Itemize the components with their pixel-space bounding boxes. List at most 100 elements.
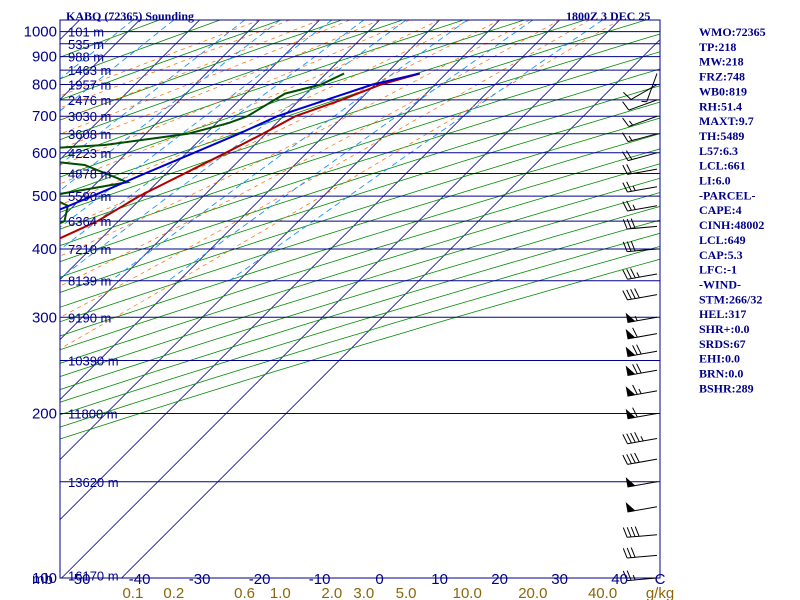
isotherm: [61, 20, 620, 578]
barb-staff: [630, 84, 658, 100]
barb-staff: [627, 152, 658, 162]
wind-barb: [622, 570, 658, 582]
barb-full: [622, 101, 630, 111]
pressure-tick-label: 400: [32, 241, 57, 258]
barb-full: [626, 547, 632, 558]
dry-adiabat: [60, 20, 586, 196]
temperature-tick-label: 40: [611, 571, 628, 588]
barb-full: [626, 433, 632, 444]
wind-barb: [622, 181, 658, 193]
index-item: STM:266/32: [699, 292, 762, 306]
height-label: 1463 m: [68, 63, 111, 78]
isotherm: [60, 20, 200, 161]
mixing-ratio-tick-label: 0.2: [163, 585, 184, 600]
dry-adiabat: [60, 20, 221, 80]
dry-adiabat: [60, 85, 660, 278]
wind-barb: [622, 99, 658, 111]
barb-staff: [627, 577, 658, 582]
index-item: LCL:649: [699, 233, 746, 247]
barb-half: [632, 185, 636, 191]
barb-full: [636, 363, 642, 374]
index-item: SRDS:67: [699, 337, 746, 351]
barb-staff: [627, 273, 658, 280]
barb-pennant: [625, 386, 636, 397]
height-label: 8139 m: [68, 274, 111, 289]
height-label: 7210 m: [68, 242, 111, 257]
index-item: FRZ:748: [699, 70, 745, 84]
wind-barb: [625, 312, 658, 323]
barb-full: [626, 570, 632, 581]
mixing-ratio-tick-label: 10.0: [453, 585, 482, 600]
index-item: CINH:48002: [699, 218, 764, 232]
index-item: BSHR:289: [699, 381, 754, 395]
mixing-ratio-line: [168, 20, 534, 282]
barb-staff: [627, 294, 658, 301]
mixing-ratio-line: [229, 20, 603, 282]
mixing-ratio-tick-label: 40.0: [588, 585, 617, 600]
barb-full: [632, 345, 638, 355]
temperature-tick-label: -50: [69, 571, 91, 588]
mixing-ratio-tick-label: 1.0: [270, 585, 291, 600]
wind-barb: [625, 407, 658, 420]
wind-barb: [622, 452, 658, 465]
height-label: 10390 m: [68, 354, 119, 369]
height-label: 2476 m: [68, 93, 111, 108]
barb-half: [638, 388, 642, 394]
barb-full: [634, 452, 640, 463]
barb-staff: [627, 248, 658, 253]
dry-adiabat: [60, 258, 660, 440]
wind-barb: [625, 344, 658, 357]
wind-barb: [622, 115, 658, 127]
wind-barb: [622, 268, 658, 280]
barb-full: [622, 527, 628, 538]
barb-staff: [627, 506, 658, 513]
height-label: 3608 m: [68, 127, 111, 142]
mixing-ratio-tick-label: 2.0: [321, 585, 342, 600]
barb-staff: [627, 458, 658, 465]
height-label: 988 m: [68, 50, 104, 65]
dry-adiabat: [60, 117, 660, 308]
barb-full: [634, 526, 640, 537]
pressure-tick-label: 700: [32, 108, 57, 125]
moist-adiabat: [60, 20, 350, 135]
index-item: TH:5489: [699, 129, 744, 143]
temperature-tick-label: -40: [129, 571, 151, 588]
index-item: L57:6.3: [699, 144, 738, 158]
index-panel: WMO:72365TP:218MW:218FRZ:748WB0:819RH:51…: [699, 25, 766, 395]
barb-staff: [627, 369, 658, 376]
dry-adiabat: [60, 232, 660, 416]
index-item: RH:51.4: [699, 99, 742, 113]
barb-full: [630, 288, 636, 299]
mixing-ratio-line: [60, 20, 175, 112]
dry-adiabat: [60, 192, 660, 377]
height-label: 535 m: [68, 37, 104, 52]
mixing-ratio-tick-label: 3.0: [353, 585, 374, 600]
index-item: WB0:819: [699, 84, 747, 98]
isotherm: [121, 39, 660, 578]
dry-adiabat: [60, 177, 660, 364]
wind-barb: [622, 218, 658, 230]
barb-full: [622, 454, 628, 465]
temperature-tick-label: -20: [249, 571, 271, 588]
index-item: WMO:72365: [699, 25, 766, 39]
pressure-tick-label: 500: [32, 188, 57, 205]
isotherm: [60, 20, 380, 341]
wind-barb: [625, 363, 658, 376]
barb-full: [626, 241, 632, 252]
height-label: 1957 m: [68, 78, 111, 93]
wind-barb: [622, 132, 658, 143]
wind-barb: [641, 73, 658, 103]
plot-frame: [59, 19, 661, 579]
barb-full: [622, 269, 628, 280]
barb-full: [630, 241, 636, 252]
barb-full: [626, 454, 632, 464]
mixing-ratio-tick-label: 0.1: [122, 585, 143, 600]
temperature-tick-label: 0: [375, 571, 383, 588]
barb-staff: [627, 554, 658, 559]
barb-full: [626, 289, 632, 300]
barb-full: [626, 218, 632, 229]
isobars: [59, 19, 661, 579]
wind-barb: [622, 547, 658, 559]
pressure-tick-label: 100: [32, 570, 57, 587]
